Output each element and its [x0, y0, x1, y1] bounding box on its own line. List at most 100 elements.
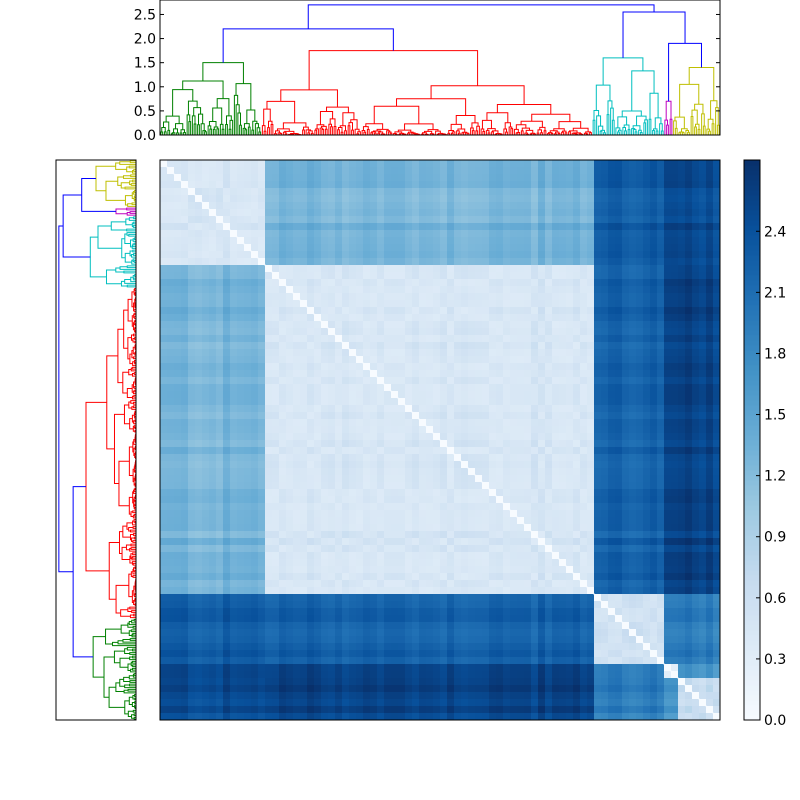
heatmap-cell: [440, 685, 448, 693]
heatmap-cell: [272, 664, 280, 672]
heatmap-cell: [314, 573, 322, 581]
heatmap-cell: [433, 475, 441, 483]
heatmap-cell: [335, 699, 343, 707]
heatmap-cell: [377, 524, 385, 532]
heatmap-cell: [412, 559, 420, 567]
heatmap-cell: [181, 272, 189, 280]
heatmap-cell: [258, 349, 266, 357]
heatmap-cell: [160, 174, 168, 182]
heatmap-cell: [489, 517, 497, 525]
heatmap-cell: [356, 426, 364, 434]
heatmap-cell: [447, 230, 455, 238]
heatmap-cell: [384, 629, 392, 637]
heatmap-cell: [167, 629, 175, 637]
heatmap-cell: [300, 384, 308, 392]
heatmap-cell: [251, 279, 259, 287]
heatmap-cell: [482, 335, 490, 343]
heatmap-cell: [503, 524, 511, 532]
heatmap-cell: [426, 391, 434, 399]
heatmap-cell: [335, 328, 343, 336]
heatmap-cell: [328, 272, 336, 280]
heatmap-cell: [265, 692, 273, 700]
heatmap-cell: [363, 629, 371, 637]
heatmap-cell: [293, 384, 301, 392]
heatmap-cell: [405, 566, 413, 574]
heatmap-cell: [426, 174, 434, 182]
heatmap-cell: [314, 251, 322, 259]
heatmap-cell: [433, 517, 441, 525]
heatmap-cell: [524, 202, 532, 210]
heatmap-cell: [216, 335, 224, 343]
heatmap-cell: [328, 160, 336, 168]
heatmap-cell: [335, 489, 343, 497]
heatmap-cell: [433, 601, 441, 609]
heatmap-cell: [251, 454, 259, 462]
heatmap-cell: [181, 671, 189, 679]
heatmap-cell: [524, 650, 532, 658]
heatmap-cell: [244, 251, 252, 259]
heatmap-cell: [363, 349, 371, 357]
heatmap-cell: [321, 356, 329, 364]
heatmap-cell: [391, 209, 399, 217]
heatmap-cell: [321, 433, 329, 441]
heatmap-cell: [384, 468, 392, 476]
heatmap-cell: [391, 363, 399, 371]
heatmap-cell: [223, 650, 231, 658]
heatmap-cell: [258, 237, 266, 245]
heatmap-cell: [349, 195, 357, 203]
heatmap-cell: [419, 636, 427, 644]
heatmap-cell: [398, 671, 406, 679]
heatmap-cell: [272, 230, 280, 238]
heatmap-cell: [167, 545, 175, 553]
heatmap-cell: [265, 643, 273, 651]
heatmap-cell: [489, 405, 497, 413]
heatmap-cell: [461, 566, 469, 574]
dendrogram-link: [130, 629, 136, 633]
heatmap-cell: [461, 426, 469, 434]
heatmap-cell: [496, 426, 504, 434]
heatmap-cell: [391, 615, 399, 623]
heatmap-cell: [503, 531, 511, 539]
heatmap-cell: [202, 510, 210, 518]
heatmap-cell: [349, 335, 357, 343]
heatmap-cell: [167, 342, 175, 350]
heatmap-cell: [349, 643, 357, 651]
heatmap-cell: [202, 671, 210, 679]
heatmap-cell: [461, 209, 469, 217]
heatmap-cell: [468, 237, 476, 245]
heatmap-cell: [279, 447, 287, 455]
heatmap-cell: [272, 580, 280, 588]
heatmap-cell: [419, 587, 427, 595]
heatmap-cell: [475, 559, 483, 567]
heatmap-cell: [188, 377, 196, 385]
heatmap-cell: [223, 573, 231, 581]
heatmap-cell: [433, 510, 441, 518]
dendrogram-link: [106, 355, 118, 450]
heatmap-cell: [447, 279, 455, 287]
heatmap-cell: [244, 272, 252, 280]
heatmap-cell: [216, 440, 224, 448]
heatmap-cell: [489, 160, 497, 168]
heatmap-cell: [356, 398, 364, 406]
heatmap-cell: [482, 181, 490, 189]
heatmap-cell: [503, 391, 511, 399]
heatmap-cell: [454, 216, 462, 224]
heatmap-cell: [370, 412, 378, 420]
heatmap-cell: [384, 244, 392, 252]
heatmap-cell: [335, 433, 343, 441]
heatmap-cell: [321, 524, 329, 532]
heatmap-cell: [328, 286, 336, 294]
heatmap-cell: [349, 426, 357, 434]
heatmap-cell: [489, 412, 497, 420]
heatmap-cell: [489, 552, 497, 560]
heatmap-cell: [314, 608, 322, 616]
heatmap-cell: [405, 440, 413, 448]
dendrogram-link: [302, 129, 305, 135]
heatmap-cell: [349, 503, 357, 511]
heatmap-cell: [167, 244, 175, 252]
heatmap-cell: [405, 258, 413, 266]
heatmap-cell: [356, 671, 364, 679]
heatmap-cell: [272, 160, 280, 168]
heatmap-cell: [503, 475, 511, 483]
heatmap-cell: [377, 573, 385, 581]
